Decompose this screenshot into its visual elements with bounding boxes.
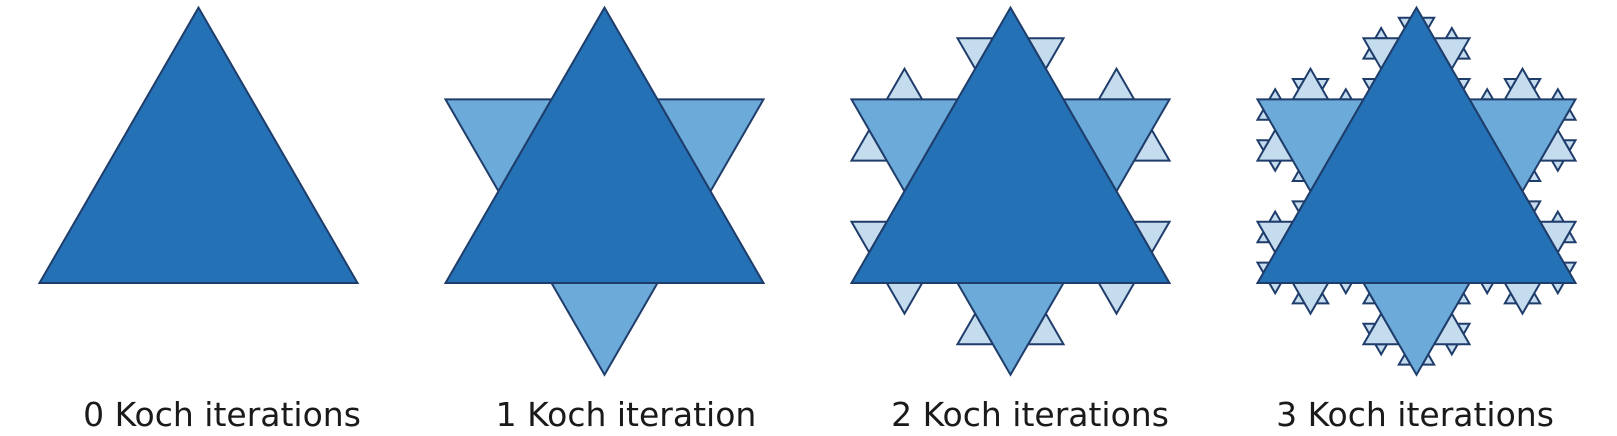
koch-level-3-triangle-19	[1338, 282, 1354, 296]
koch-level-3-triangle-28	[1479, 282, 1495, 296]
caption-2-koch-iterations: 2 Koch iterations	[891, 395, 1169, 434]
koch-level-3-triangle-40	[1550, 87, 1566, 101]
koch-panel-1-iteration	[443, 5, 766, 377]
koch-level-1-triangle-1	[549, 282, 660, 377]
koch-panel-2-iterations	[849, 5, 1172, 377]
koch-level-2-triangle-4	[885, 282, 924, 316]
caption-0-koch-iterations: 0 Koch iterations	[83, 395, 361, 434]
koch-panel-0-iterations	[37, 5, 360, 284]
koch-level-3-triangle-22	[1373, 343, 1389, 357]
koch-level-2-triangle-7	[1097, 282, 1136, 316]
caption-1-koch-iteration: 1 Koch iteration	[495, 395, 757, 434]
koch-panel-3-iterations	[1255, 5, 1578, 377]
koch-level-3-triangle-7	[1267, 87, 1283, 101]
koch-level-3-triangle-13	[1267, 209, 1283, 223]
caption-3-koch-iterations: 3 Koch iterations	[1276, 395, 1554, 434]
koch-level-3-triangle-25	[1444, 343, 1460, 357]
koch-base-triangle	[849, 5, 1172, 284]
koch-level-3-triangle-10	[1267, 159, 1283, 173]
koch-level-3-triangle-37	[1550, 159, 1566, 173]
koch-level-3-triangle-31	[1550, 282, 1566, 296]
koch-level-2-triangle-1	[885, 66, 924, 101]
koch-level-3-triangle-4	[1338, 87, 1354, 101]
koch-base-triangle	[443, 5, 766, 284]
koch-level-3-triangle-1	[1373, 26, 1389, 40]
koch-level-3-triangle-16	[1267, 282, 1283, 296]
koch-level-3-triangle-34	[1550, 209, 1566, 223]
koch-level-3-triangle-46	[1444, 26, 1460, 40]
koch-level-3-triangle-43	[1479, 87, 1495, 101]
koch-level-2-triangle-10	[1097, 66, 1136, 101]
koch-base-triangle	[1255, 5, 1578, 284]
koch-base-triangle	[37, 5, 360, 284]
